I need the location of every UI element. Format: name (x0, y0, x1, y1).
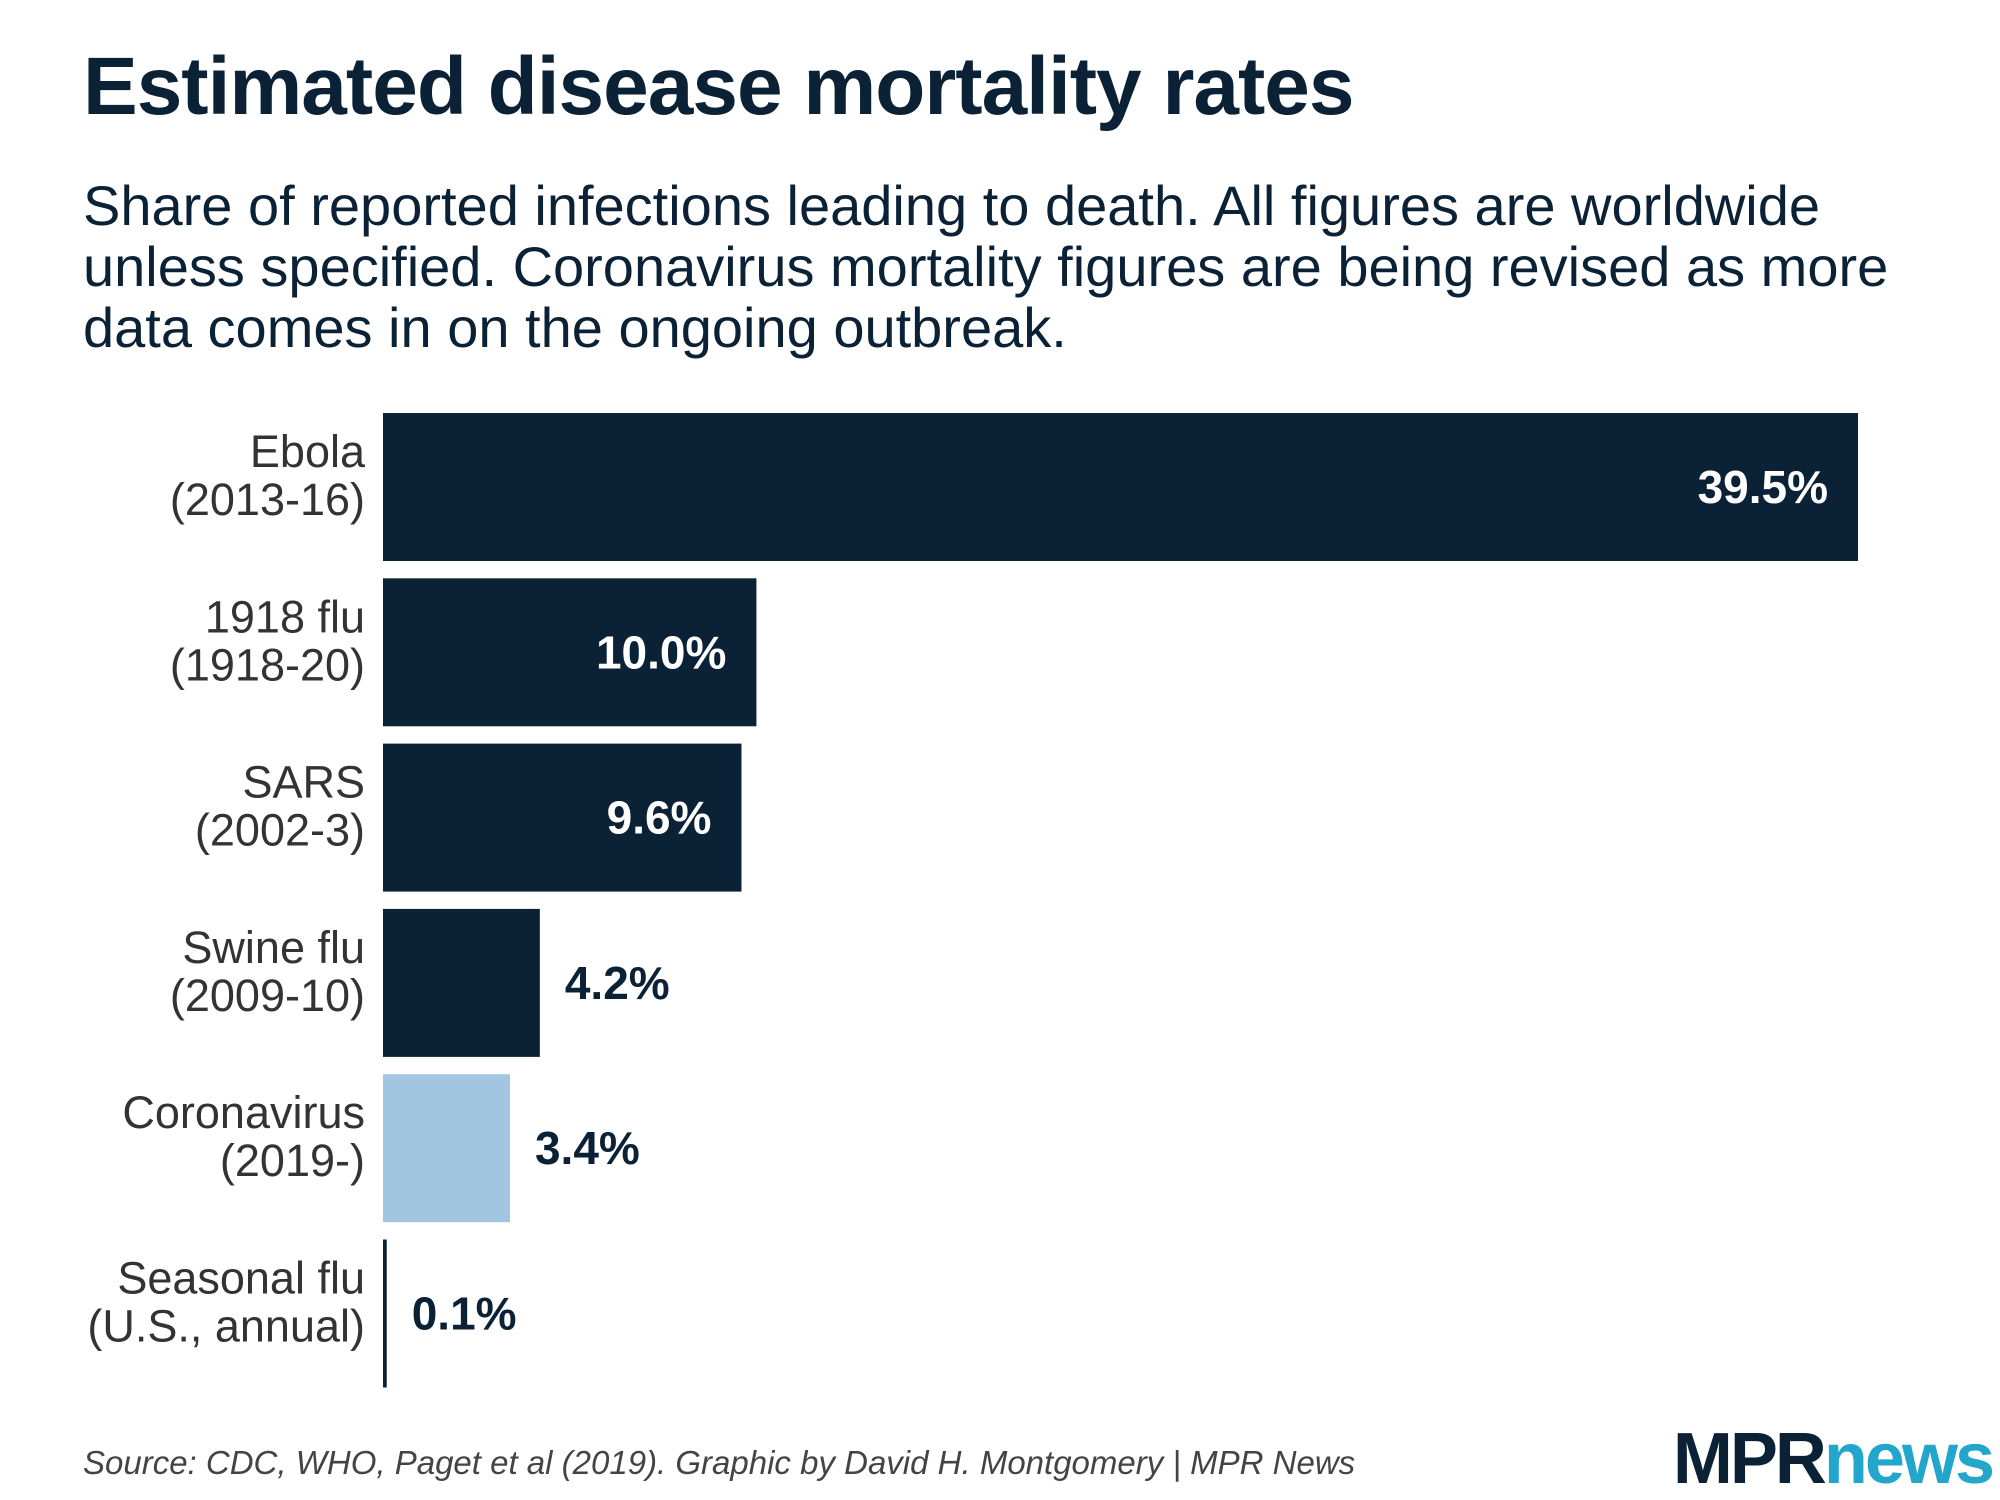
mpr-news-logo: MPRnews (1672, 1418, 1995, 1500)
bar-4 (383, 1074, 510, 1223)
bar-1 (383, 578, 757, 727)
bar-3 (383, 908, 540, 1057)
logo-news-text: news (1823, 1419, 1995, 1499)
chart-title: Estimated disease mortality rates (83, 41, 1354, 132)
source-note: Source: CDC, WHO, Paget et al (2019). Gr… (83, 1444, 1356, 1481)
value-label-1: 10.0% (596, 626, 726, 678)
category-label-1: 1918 flu (1918-20) (170, 591, 365, 690)
value-label-3: 4.2% (565, 957, 670, 1009)
bar-5 (383, 1239, 387, 1388)
value-label-0: 39.5% (1698, 461, 1828, 513)
category-label-4: Coronavirus (2019-) (122, 1087, 365, 1186)
logo-mpr-text: MPR (1672, 1419, 1827, 1499)
chart-subtitle: Share of reported infections leading to … (83, 174, 1889, 359)
value-label-5: 0.1% (412, 1288, 517, 1340)
bar-chart: Ebola (2013-16) 39.5% 1918 flu (1918-20) 10.0… (87, 413, 1858, 1388)
value-label-4: 3.4% (535, 1122, 640, 1174)
bar-0 (383, 413, 1858, 561)
value-label-2: 9.6% (607, 792, 712, 844)
bar-2 (383, 743, 742, 892)
category-label-2: SARS (2002-3) (195, 757, 365, 856)
category-label-0: Ebola (2013-16) (170, 426, 366, 525)
category-label-3: Swine flu (2009-10) (170, 922, 365, 1021)
category-label-5: Seasonal flu (U.S., annual) (87, 1253, 365, 1352)
